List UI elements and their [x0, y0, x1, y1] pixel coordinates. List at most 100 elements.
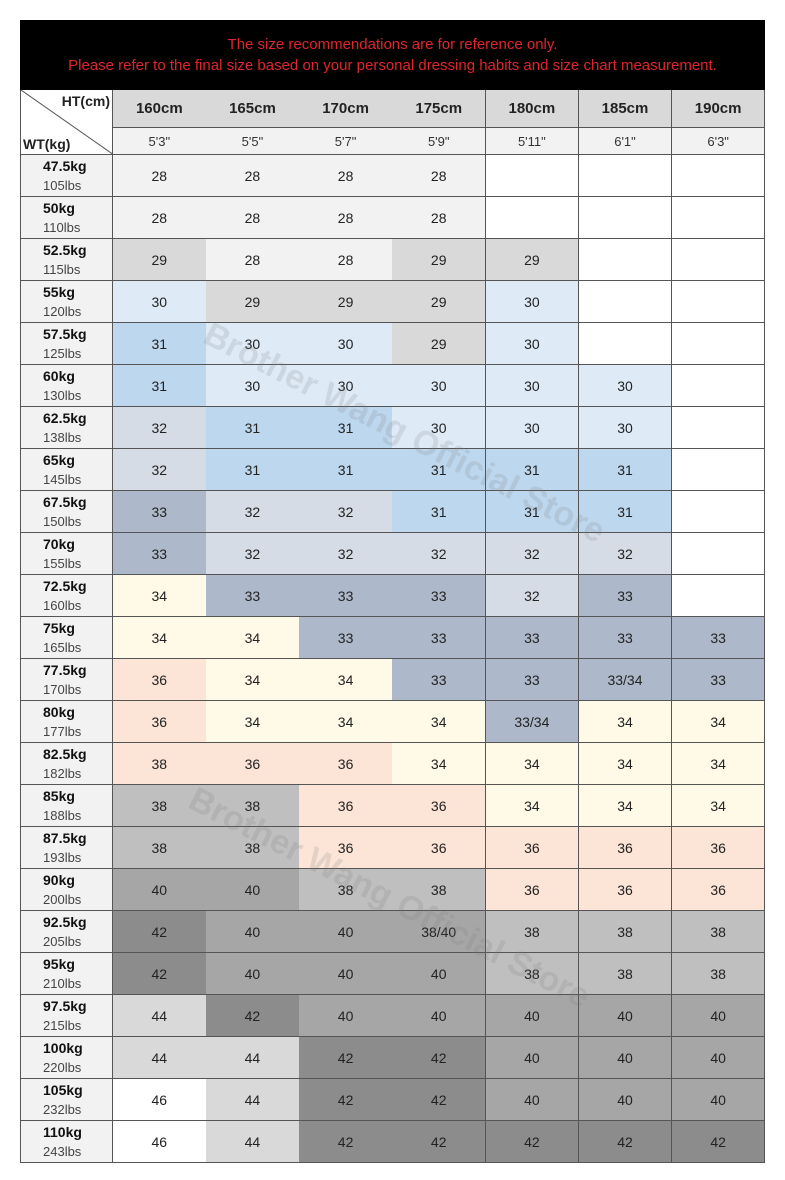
size-cell: 34: [485, 785, 580, 827]
size-cell: 28: [299, 155, 393, 197]
weight-cell: 75kg 165lbs: [20, 617, 113, 659]
size-cell: 44: [206, 1037, 300, 1079]
size-cell: 42: [299, 1121, 393, 1163]
weight-lbs: 205lbs: [43, 933, 82, 949]
size-cell: 28: [206, 197, 300, 239]
weight-lbs: 125lbs: [43, 345, 82, 361]
height-ft: 6'1": [578, 128, 673, 155]
size-cell: 33: [485, 617, 580, 659]
size-cell: 28: [392, 197, 487, 239]
size-cell: 29: [206, 281, 300, 323]
size-cell: [671, 323, 766, 365]
weight-kg: 65kg: [43, 451, 75, 468]
weight-kg: 55kg: [43, 283, 75, 300]
size-cell: [671, 365, 766, 407]
height-cm: 175cm: [392, 90, 487, 128]
height-cm: 180cm: [485, 90, 580, 128]
size-cell: 28: [113, 197, 207, 239]
size-cell: 42: [299, 1079, 393, 1121]
size-cell: 40: [299, 995, 393, 1037]
size-cell: [578, 239, 673, 281]
size-cell: 40: [206, 953, 300, 995]
weight-lbs: 165lbs: [43, 639, 82, 655]
weight-cell: 100kg 220lbs: [20, 1037, 113, 1079]
size-cell: 31: [299, 449, 393, 491]
size-cell: 32: [113, 449, 207, 491]
size-cell: 34: [578, 743, 673, 785]
height-cm: 185cm: [578, 90, 673, 128]
size-cell: 31: [113, 323, 207, 365]
size-cell: 30: [578, 365, 673, 407]
weight-cell: 47.5kg 105lbs: [20, 155, 113, 197]
weight-kg: 100kg: [43, 1039, 83, 1056]
size-cell: [671, 449, 766, 491]
size-cell: 28: [392, 155, 487, 197]
size-cell: 28: [206, 239, 300, 281]
size-cell: 34: [206, 701, 300, 743]
height-cm: 170cm: [299, 90, 393, 128]
weight-kg: 67.5kg: [43, 493, 87, 510]
weight-lbs: 215lbs: [43, 1017, 82, 1033]
size-cell: [578, 281, 673, 323]
size-cell: 34: [578, 701, 673, 743]
size-cell: 28: [299, 197, 393, 239]
size-cell: 42: [578, 1121, 673, 1163]
size-cell: 33: [485, 659, 580, 701]
weight-lbs: 210lbs: [43, 975, 82, 991]
size-cell: 30: [299, 365, 393, 407]
size-cell: 42: [392, 1079, 487, 1121]
size-cell: 30: [299, 323, 393, 365]
size-cell: 34: [299, 659, 393, 701]
size-cell: 31: [578, 491, 673, 533]
corner-cell: HT(cm) WT(kg): [20, 90, 114, 155]
corner-diagonal: [21, 90, 114, 155]
size-cell: 30: [392, 365, 487, 407]
size-cell: 36: [113, 701, 207, 743]
size-cell: 38: [485, 953, 580, 995]
size-cell: 38: [113, 785, 207, 827]
size-cell: 46: [113, 1079, 207, 1121]
size-cell: 28: [299, 239, 393, 281]
weight-cell: 50kg 110lbs: [20, 197, 113, 239]
size-cell: 33: [113, 491, 207, 533]
weight-cell: 90kg 200lbs: [20, 869, 113, 911]
weight-lbs: 150lbs: [43, 513, 82, 529]
weight-lbs: 243lbs: [43, 1143, 82, 1159]
height-ft: 5'7": [299, 128, 393, 155]
size-cell: 33/34: [578, 659, 673, 701]
weight-lbs: 193lbs: [43, 849, 82, 865]
corner-height-label: HT(cm): [61, 93, 110, 109]
size-cell: 34: [485, 743, 580, 785]
weight-kg: 62.5kg: [43, 409, 87, 426]
size-cell: 30: [206, 323, 300, 365]
size-cell: 40: [392, 953, 487, 995]
size-cell: 40: [392, 995, 487, 1037]
size-cell: 38: [206, 785, 300, 827]
size-cell: 36: [392, 785, 487, 827]
size-cell: 40: [113, 869, 207, 911]
size-cell: 30: [485, 407, 580, 449]
size-cell: 42: [485, 1121, 580, 1163]
weight-lbs: 220lbs: [43, 1059, 82, 1075]
size-cell: 40: [671, 995, 766, 1037]
size-cell: [578, 197, 673, 239]
size-cell: 30: [113, 281, 207, 323]
weight-lbs: 155lbs: [43, 555, 82, 571]
size-cell: 33: [113, 533, 207, 575]
weight-lbs: 110lbs: [43, 219, 81, 235]
weight-kg: 97.5kg: [43, 997, 87, 1014]
weight-cell: 72.5kg 160lbs: [20, 575, 113, 617]
size-cell: 34: [392, 743, 487, 785]
weight-kg: 70kg: [43, 535, 75, 552]
size-cell: 44: [206, 1079, 300, 1121]
size-cell: 32: [392, 533, 487, 575]
size-cell: 31: [113, 365, 207, 407]
size-cell: 42: [392, 1037, 487, 1079]
weight-cell: 52.5kg 115lbs: [20, 239, 113, 281]
height-ft: 6'3": [671, 128, 766, 155]
size-cell: 31: [206, 407, 300, 449]
weight-cell: 85kg 188lbs: [20, 785, 113, 827]
weight-lbs: 200lbs: [43, 891, 82, 907]
size-cell: 36: [113, 659, 207, 701]
weight-lbs: 182lbs: [43, 765, 82, 781]
